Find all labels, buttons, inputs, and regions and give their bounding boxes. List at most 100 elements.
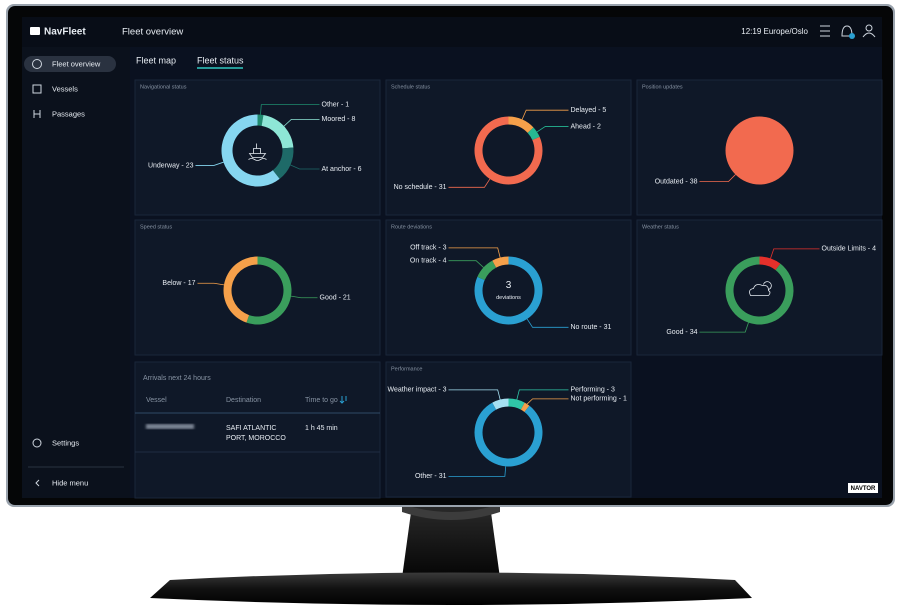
leader-line xyxy=(526,398,569,405)
column-header[interactable]: Time to go xyxy=(305,397,338,404)
notification-badge xyxy=(849,33,855,39)
clock: 12:19 Europe/Oslo xyxy=(741,27,808,36)
nav-item[interactable]: Fleet overview xyxy=(52,59,101,68)
leader-line xyxy=(699,322,749,333)
arrivals-panel xyxy=(134,361,381,499)
chart-segment xyxy=(527,127,540,141)
panel-title: Position updates xyxy=(642,84,683,90)
destination: SAFI ATLANTIC xyxy=(226,425,276,432)
leader-line xyxy=(521,109,569,120)
status-panel: Performance Performing - 3 Not performing … xyxy=(385,361,632,498)
leader-line xyxy=(516,389,569,400)
leader-line xyxy=(290,295,318,299)
nav-item[interactable]: Vessels xyxy=(52,84,78,93)
segment-label: Weather impact - 3 xyxy=(387,387,446,394)
panel-title: Speed status xyxy=(140,224,172,230)
panel-bg xyxy=(636,219,883,356)
stand-base xyxy=(150,572,752,605)
panel-title: Schedule status xyxy=(391,84,430,90)
segment-label: On track - 4 xyxy=(410,258,447,265)
status-panel: Schedule status Delayed - 5 Ahead - 2 No sc… xyxy=(385,79,632,216)
column-header[interactable]: Destination xyxy=(226,397,261,404)
leader-line xyxy=(290,164,320,170)
leader-line xyxy=(197,282,225,286)
chart-segment xyxy=(492,398,509,410)
panel-bg xyxy=(385,361,632,498)
chart-segment xyxy=(508,116,534,133)
bezel-logo: NAVTOR xyxy=(851,486,876,492)
segment-label: Good - 34 xyxy=(666,329,697,336)
nav-icon xyxy=(32,84,42,94)
sort-icon[interactable] xyxy=(339,396,347,404)
leader-line xyxy=(448,260,484,268)
segment-label: Delayed - 5 xyxy=(571,107,607,114)
user-icon[interactable] xyxy=(865,24,873,32)
top-bar xyxy=(22,17,882,47)
segment-label: Outdated - 38 xyxy=(655,178,698,185)
segment-label: Performing - 3 xyxy=(571,387,615,394)
leader-line xyxy=(283,118,320,127)
panel-bg xyxy=(385,219,632,356)
hide-menu[interactable]: Hide menu xyxy=(52,478,88,487)
panels: Navigational status Other - 1 Moored - 8 At… xyxy=(134,79,883,498)
brand: NavFleet xyxy=(44,27,86,38)
nav-item[interactable]: Passages xyxy=(52,109,85,118)
panel-title: Performance xyxy=(391,366,423,372)
leader-line xyxy=(448,389,501,400)
tab-active[interactable]: Fleet status xyxy=(197,55,244,65)
tab[interactable]: Fleet map xyxy=(136,55,176,65)
segment-label: Below - 17 xyxy=(162,280,195,287)
weather-icon xyxy=(749,281,772,296)
chart-segment xyxy=(261,114,294,149)
segment-label: Off track - 3 xyxy=(410,245,447,252)
stand-joint xyxy=(402,504,500,520)
leader-line xyxy=(699,174,736,183)
sidebar xyxy=(22,47,130,498)
destination: PORT, MOROCCO xyxy=(226,435,286,442)
chart-segment xyxy=(223,256,258,323)
chart-segment xyxy=(272,147,294,179)
leader-line xyxy=(448,247,501,258)
segment-label: Moored - 8 xyxy=(322,116,356,123)
status-panel: Weather status Outside Limits - 4 Good - 3… xyxy=(636,219,883,356)
chart-segment xyxy=(508,398,525,410)
user-icon-body xyxy=(862,32,876,38)
panel-title: Weather status xyxy=(642,224,679,230)
segment-label: Good - 21 xyxy=(320,295,351,302)
column-header[interactable]: Vessel xyxy=(146,397,167,404)
segment-label: No route - 31 xyxy=(571,324,612,331)
segment-label: Outside Limits - 4 xyxy=(822,246,877,253)
segment-label: No schedule - 31 xyxy=(394,184,447,191)
chart-segment xyxy=(477,260,497,281)
ship-icon xyxy=(248,143,267,161)
panel-bg xyxy=(385,79,632,216)
status-panel: Route deviations No route - 31 On track - … xyxy=(385,219,632,356)
header-icons[interactable] xyxy=(820,24,876,39)
segment-label: Underway - 23 xyxy=(148,162,194,169)
list-icon[interactable] xyxy=(820,25,830,37)
settings-link[interactable]: Settings xyxy=(52,438,79,447)
segment-label: At anchor - 6 xyxy=(322,166,362,173)
active-nav[interactable] xyxy=(24,56,116,72)
leader-line xyxy=(448,466,507,477)
collapse-icon xyxy=(35,479,40,487)
leader-line xyxy=(770,248,820,259)
chart-segment xyxy=(492,256,509,268)
arrivals-title: Arrivals next 24 hours xyxy=(143,375,211,382)
segment-label: Not performing - 1 xyxy=(571,396,628,403)
segment-label: Other - 1 xyxy=(322,102,350,109)
chart-segment xyxy=(221,114,280,187)
status-panel: Speed status Good - 21 Below - 17 xyxy=(134,219,381,356)
leader-line xyxy=(526,318,569,328)
bell-icon[interactable] xyxy=(841,25,853,37)
panel-title: Route deviations xyxy=(391,224,432,230)
segment-label: Other - 31 xyxy=(415,473,447,480)
segment-label: Ahead - 2 xyxy=(571,123,601,130)
status-panel: Navigational status Other - 1 Moored - 8 At… xyxy=(134,79,381,216)
leader-line xyxy=(448,178,491,188)
chart-segment xyxy=(257,114,264,126)
panel-bg xyxy=(134,219,381,356)
nav-icon xyxy=(32,59,42,69)
